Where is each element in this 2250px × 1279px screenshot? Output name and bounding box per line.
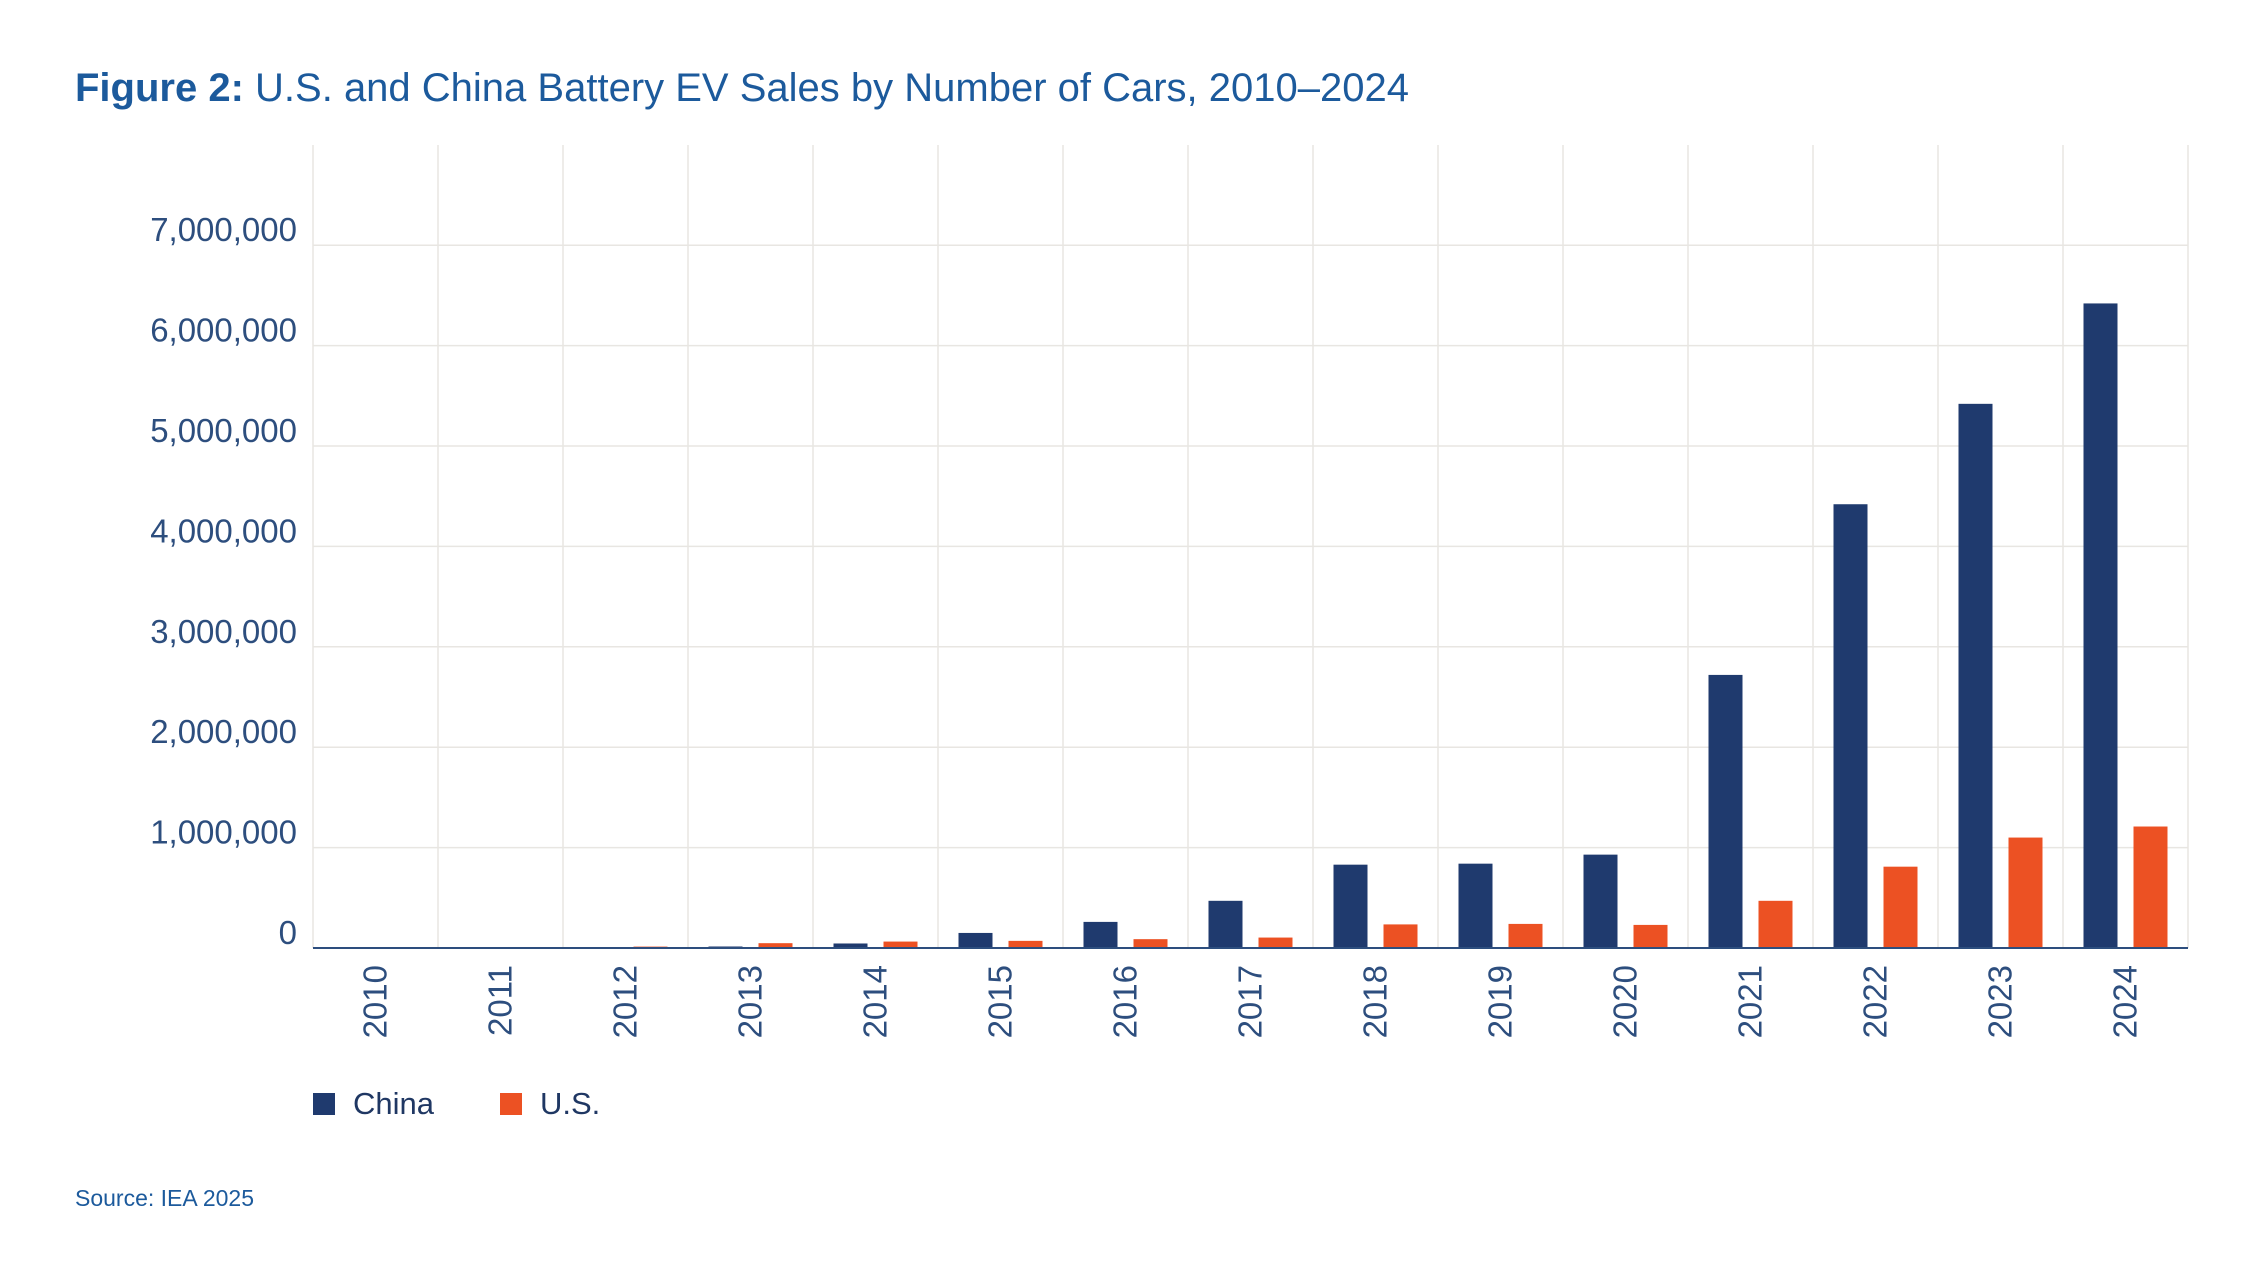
y-tick-label: 0 (279, 914, 297, 951)
bar-china-2021 (1708, 674, 1743, 948)
legend-swatch-us (500, 1093, 522, 1115)
bar-us-2021 (1758, 900, 1793, 948)
bar-us-2022 (1883, 866, 1918, 948)
bar-china-2024 (2083, 303, 2118, 948)
bar-china-2020 (1583, 854, 1618, 948)
gridlines (312, 145, 2189, 948)
bar-china-2014 (833, 943, 868, 948)
bars (333, 303, 2168, 948)
y-tick-label: 1,000,000 (150, 814, 297, 851)
x-tick-label: 2010 (357, 965, 394, 1038)
x-tick-label: 2015 (982, 965, 1019, 1038)
bar-us-2018 (1383, 924, 1418, 948)
legend-label-china: China (353, 1086, 434, 1121)
bar-china-2015 (958, 932, 993, 948)
y-tick-label: 3,000,000 (150, 613, 297, 650)
bar-china-2019 (1458, 863, 1493, 948)
chart-title: Figure 2: U.S. and China Battery EV Sale… (75, 66, 1409, 111)
legend-label-us: U.S. (540, 1086, 601, 1121)
bar-china-2017 (1208, 900, 1243, 948)
x-tick-label: 2017 (1232, 965, 1269, 1038)
y-axis-tick-labels: 0 1,000,000 2,000,000 3,000,000 4,000,000 5,0… (150, 211, 297, 951)
y-tick-label: 4,000,000 (150, 512, 297, 549)
x-tick-label: 2014 (857, 965, 894, 1038)
x-tick-label: 2022 (1857, 965, 1894, 1038)
y-tick-label: 6,000,000 (150, 312, 297, 349)
bar-china-2023 (1958, 403, 1993, 948)
legend-item-us: U.S. (500, 1086, 600, 1122)
legend-item-china: China (313, 1086, 434, 1122)
x-tick-label: 2012 (607, 965, 644, 1038)
x-tick-label: 2016 (1107, 965, 1144, 1038)
x-tick-label: 2023 (1982, 965, 2019, 1038)
bar-us-2013 (758, 943, 793, 948)
bar-china-2016 (1083, 921, 1118, 948)
x-tick-label: 2020 (1607, 965, 1644, 1038)
x-tick-label: 2013 (732, 965, 769, 1038)
bar-us-2017 (1258, 937, 1293, 948)
x-axis-tick-labels: 2010 2011 2012 2013 2014 2015 2016 2017 2018 2019… (357, 965, 2144, 1038)
x-tick-label: 2011 (482, 965, 519, 1036)
source-note: Source: IEA 2025 (75, 1185, 255, 1211)
x-tick-label: 2021 (1732, 965, 1769, 1038)
bar-us-2019 (1508, 923, 1543, 948)
figure-title-text: U.S. and China Battery EV Sales by Numbe… (255, 66, 1409, 110)
legend: China U.S. (313, 1086, 666, 1122)
bar-us-2020 (1633, 924, 1668, 948)
bar-china-2022 (1833, 504, 1868, 948)
bar-us-2014 (883, 941, 918, 948)
x-tick-label: 2024 (2107, 965, 2144, 1038)
bar-us-2023 (2008, 837, 2043, 948)
y-tick-label: 7,000,000 (150, 211, 297, 248)
y-tick-label: 2,000,000 (150, 713, 297, 750)
y-tick-label: 5,000,000 (150, 412, 297, 449)
bar-china-2018 (1333, 864, 1368, 948)
x-tick-label: 2018 (1357, 965, 1394, 1038)
legend-swatch-china (313, 1093, 335, 1115)
bar-us-2016 (1133, 939, 1168, 948)
bar-us-2024 (2133, 826, 2168, 948)
bar-us-2015 (1008, 940, 1043, 948)
figure-label: Figure 2: (75, 66, 244, 110)
x-tick-label: 2019 (1482, 965, 1519, 1038)
